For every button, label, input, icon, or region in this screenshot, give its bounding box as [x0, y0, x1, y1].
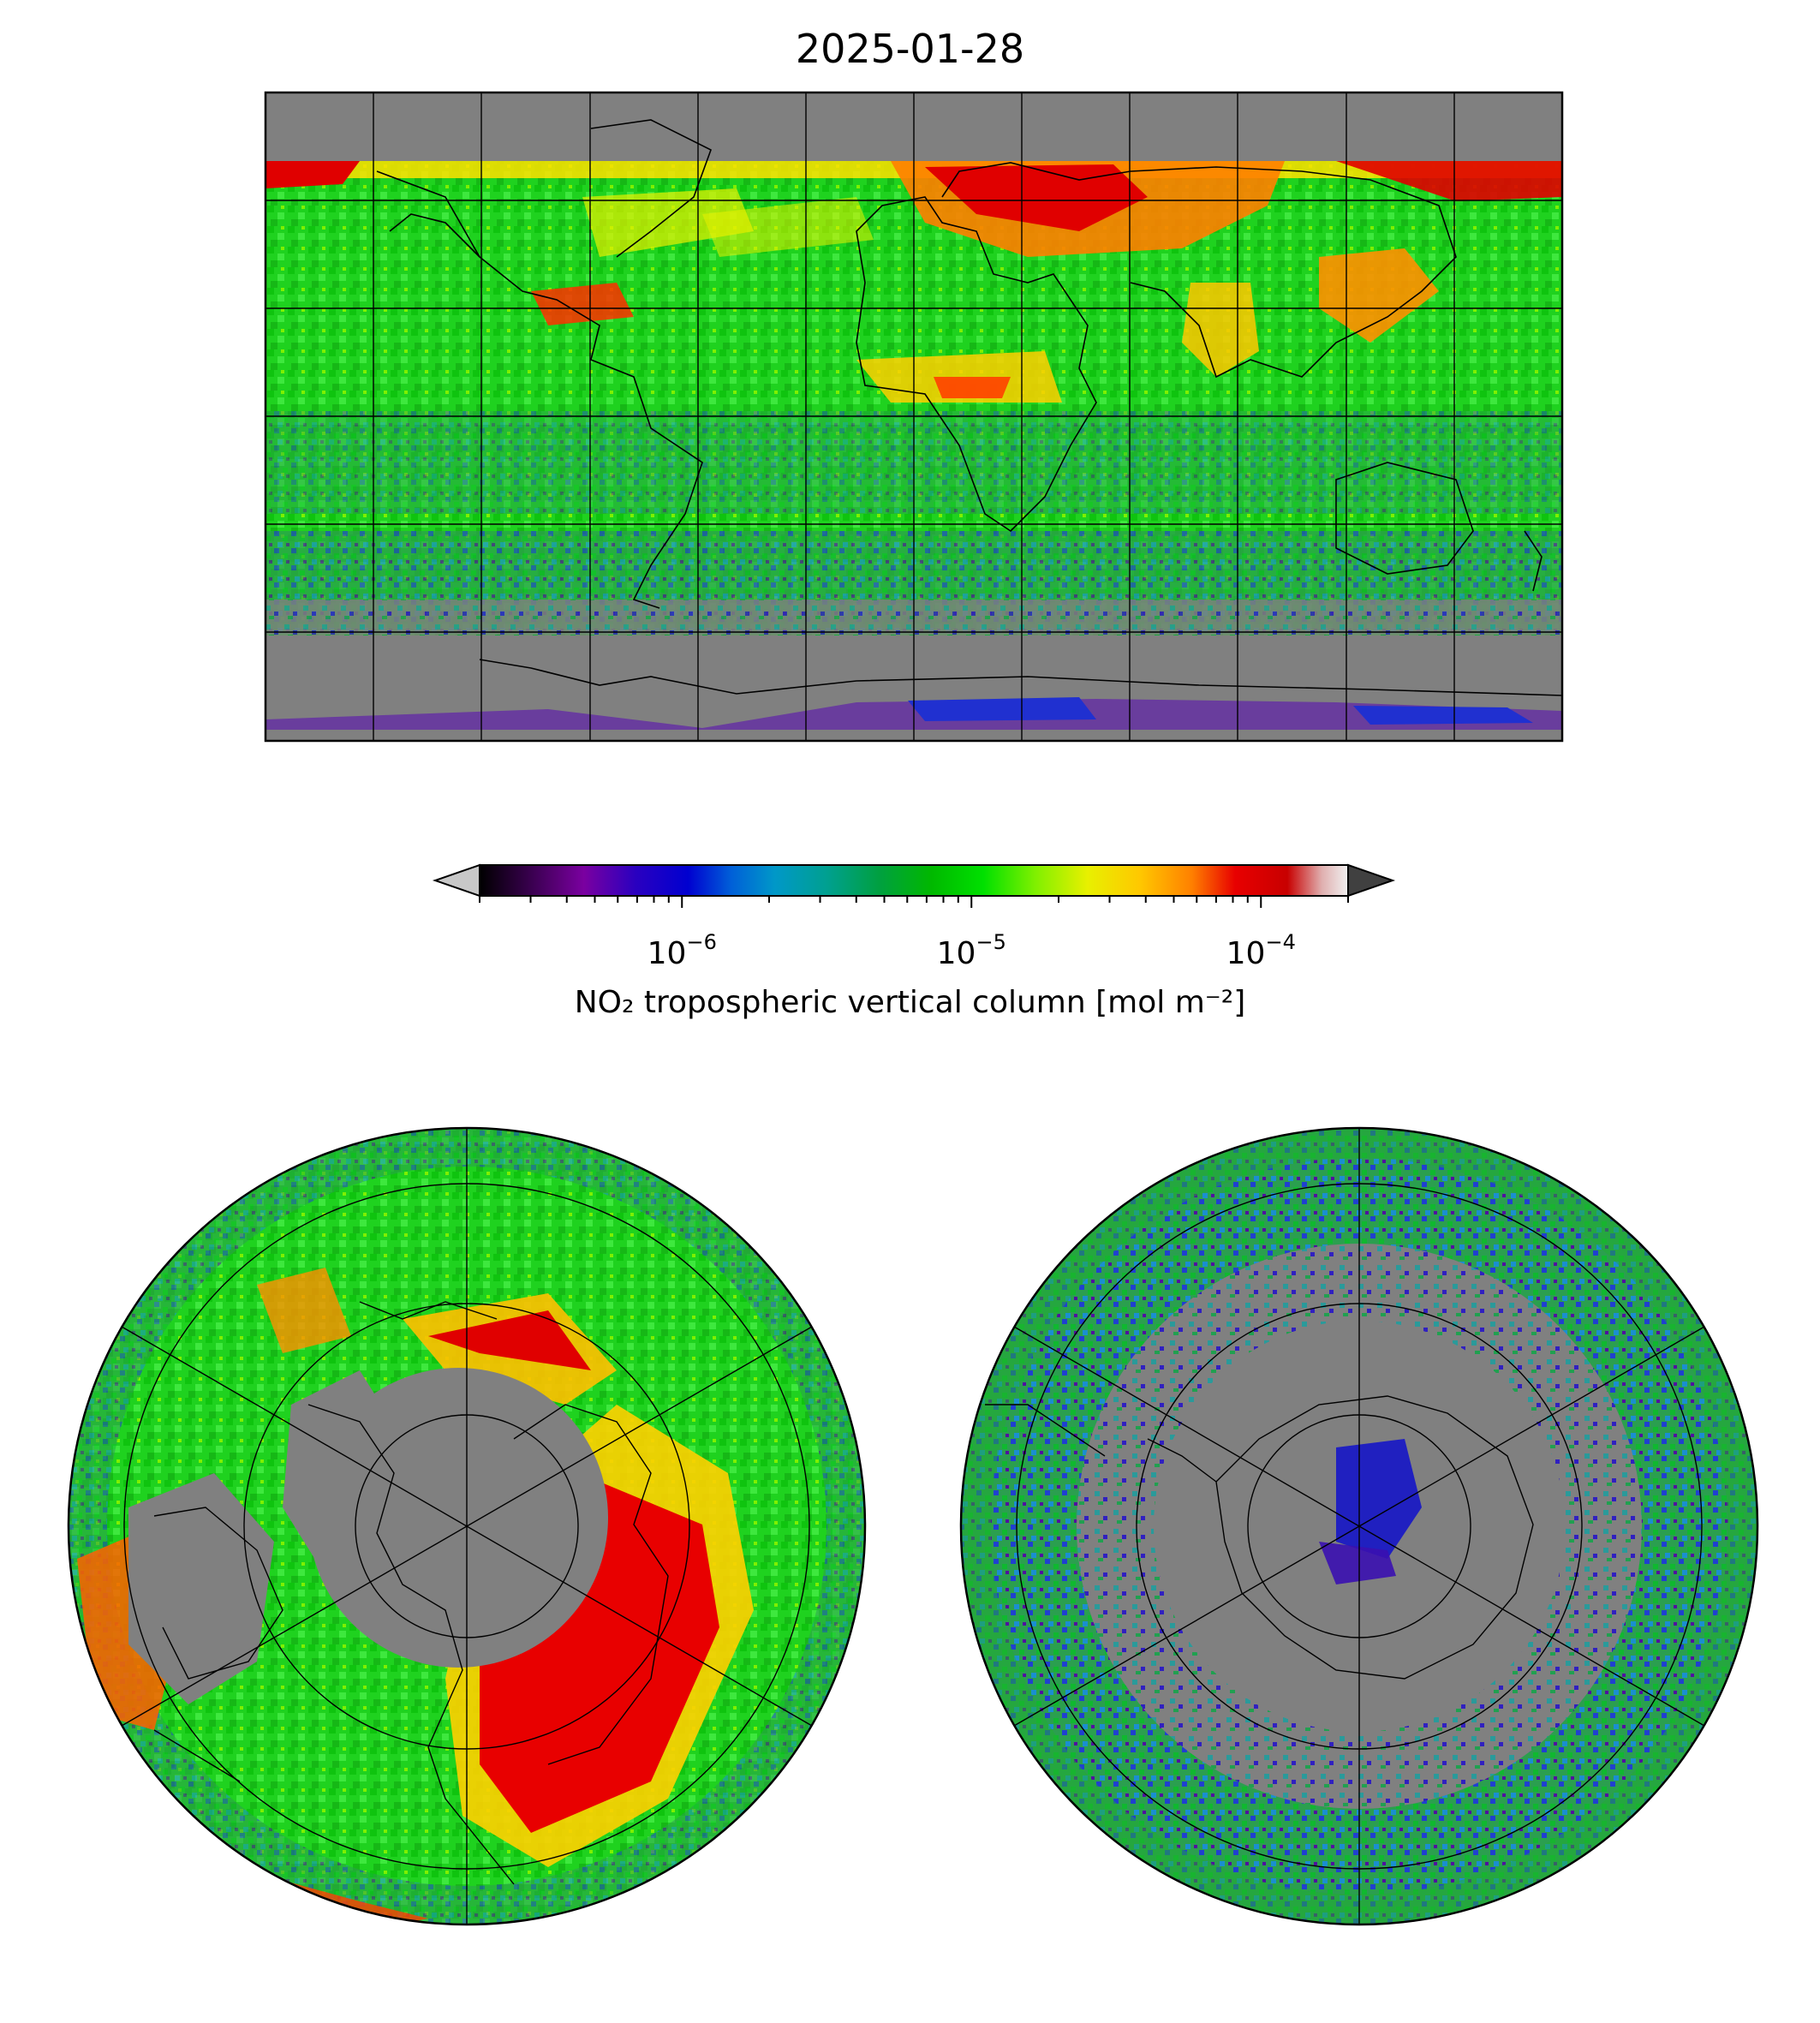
colorbar-gradient	[479, 864, 1349, 897]
south-polar-map	[961, 1128, 1757, 1925]
map-title: 2025-01-28	[795, 26, 1025, 72]
south-polar-frame	[959, 1126, 1759, 1926]
colorbar-tick-label: 10−6	[647, 930, 717, 971]
global-map-frame	[264, 91, 1564, 743]
colorbar	[432, 863, 1396, 908]
colorbar-tick-marks	[479, 896, 1349, 908]
north-polar-map	[69, 1128, 865, 1925]
north-polar-frame	[67, 1126, 867, 1926]
colorbar-label: NO₂ tropospheric vertical column [mol m⁻…	[574, 985, 1246, 1020]
global-map	[266, 92, 1562, 741]
colorbar-tick-label: 10−5	[936, 930, 1006, 971]
colorbar-over-extension	[1347, 863, 1396, 898]
colorbar-tick-label: 10−4	[1226, 930, 1296, 971]
colorbar-under-extension	[432, 863, 480, 898]
